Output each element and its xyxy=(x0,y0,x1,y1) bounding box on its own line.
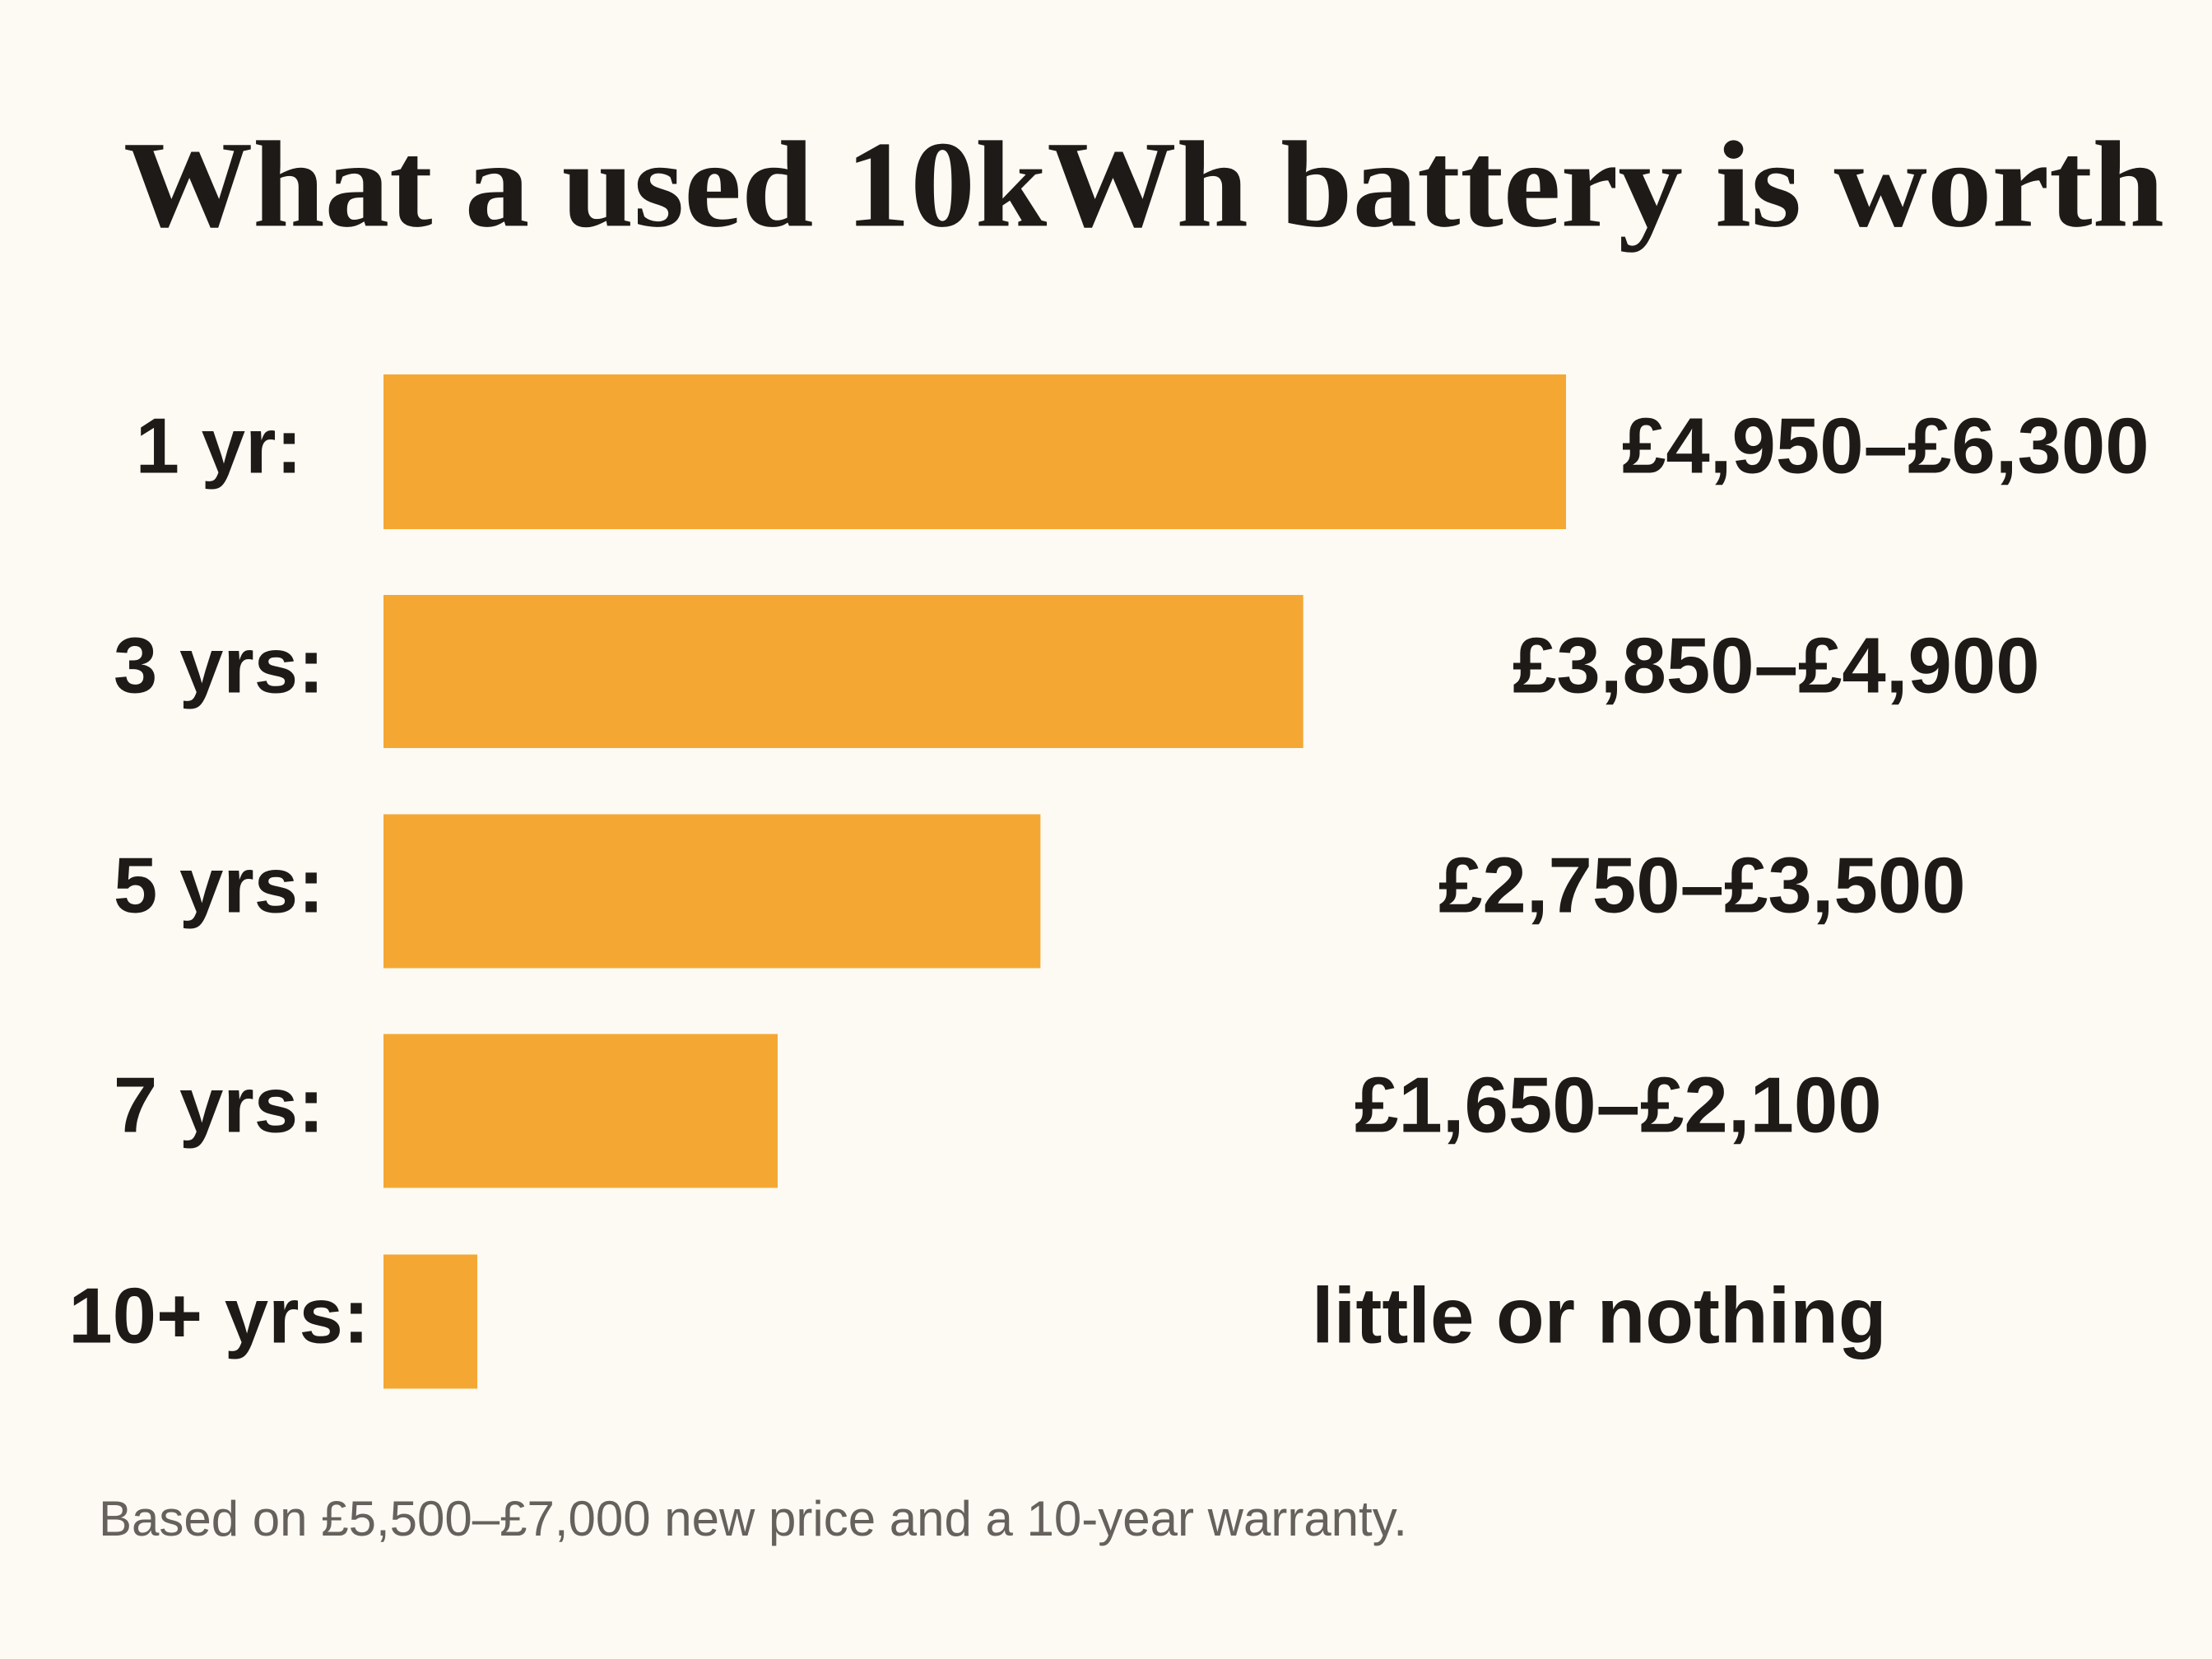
value-label: little or nothing xyxy=(1312,1271,1887,1359)
category-label: 1 yr: xyxy=(136,402,303,490)
category-label: 3 yrs: xyxy=(114,621,324,709)
bar xyxy=(383,814,1041,969)
bar xyxy=(383,1034,778,1188)
chart-title: What a used 10kWh battery is worth xyxy=(123,116,2164,253)
bar xyxy=(383,374,1566,529)
category-label: 10+ yrs: xyxy=(68,1271,369,1359)
value-label: £4,950–£6,300 xyxy=(1622,402,2149,490)
value-label: £1,650–£2,100 xyxy=(1355,1061,1882,1149)
bar xyxy=(383,595,1304,748)
category-label: 5 yrs: xyxy=(114,841,324,929)
category-label: 7 yrs: xyxy=(114,1061,324,1149)
value-label: £2,750–£3,500 xyxy=(1438,841,1966,929)
footnote: Based on £5,500–£7,000 new price and a 1… xyxy=(99,1491,1407,1546)
bar xyxy=(383,1254,478,1389)
value-label: £3,850–£4,900 xyxy=(1513,621,2040,709)
